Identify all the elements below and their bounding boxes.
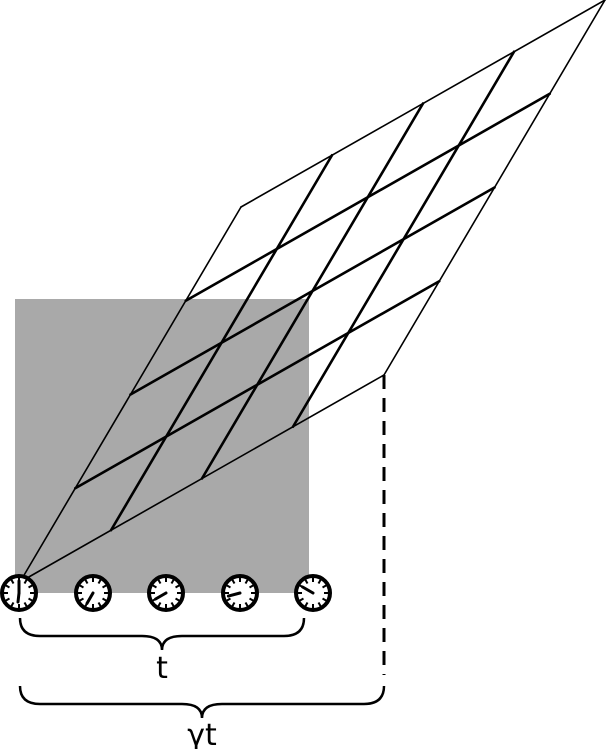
clock-tick <box>175 584 181 589</box>
clock-tick <box>23 602 28 608</box>
clock-tick <box>231 602 236 608</box>
clock-icon <box>0 574 38 612</box>
clock-hand <box>154 591 168 601</box>
clock-tick <box>4 597 10 602</box>
clock-tick <box>23 578 28 584</box>
clock-tick <box>322 584 328 589</box>
clock-tick <box>78 597 84 602</box>
grid-edge <box>240 0 606 208</box>
clock-hand <box>85 591 95 605</box>
clock-tick <box>78 584 84 589</box>
clock-tick <box>304 602 309 608</box>
clock-tick <box>157 578 162 584</box>
long-brace-label: γt <box>187 718 217 749</box>
clock-tick <box>225 584 231 589</box>
clock-icon <box>147 574 185 612</box>
clock-tick <box>4 584 10 589</box>
grid-edge <box>19 374 385 583</box>
clock-tick <box>175 597 181 602</box>
clock-tick <box>84 578 89 584</box>
clock-tick <box>298 597 304 602</box>
clock-icon <box>221 574 259 612</box>
clock-tick <box>170 602 175 608</box>
clock-tick <box>317 602 322 608</box>
clock-tick <box>231 578 236 584</box>
short-brace <box>18 617 306 651</box>
clock-tick <box>102 597 108 602</box>
clock-tick <box>157 602 162 608</box>
clock-tick <box>97 578 102 584</box>
grid-line <box>184 92 552 303</box>
clock-tick <box>225 597 231 602</box>
clock-tick <box>317 578 322 584</box>
clock-tick <box>102 584 108 589</box>
clock-hand <box>301 585 315 595</box>
clock-tick <box>28 597 34 602</box>
clock-icon <box>294 574 332 612</box>
clock-hand <box>226 591 242 598</box>
clock-icon <box>74 574 112 612</box>
long-brace <box>18 685 386 719</box>
clock-tick <box>244 578 249 584</box>
clock-tick <box>28 584 34 589</box>
clock-tick <box>170 578 175 584</box>
clock-row <box>0 574 332 612</box>
clock-tick <box>244 602 249 608</box>
clock-tick <box>322 597 328 602</box>
clock-tick <box>249 597 255 602</box>
clock-tick <box>304 578 309 584</box>
clock-tick <box>249 584 255 589</box>
sheared-grid <box>19 0 606 583</box>
grid-line <box>73 279 441 490</box>
grid-line <box>129 186 496 396</box>
clock-hour-hand <box>16 591 21 604</box>
clock-tick <box>10 578 15 584</box>
clock-tick <box>97 602 102 608</box>
clock-tick <box>10 602 15 608</box>
short-brace-label: t <box>156 651 168 686</box>
clock-tick <box>151 584 157 589</box>
